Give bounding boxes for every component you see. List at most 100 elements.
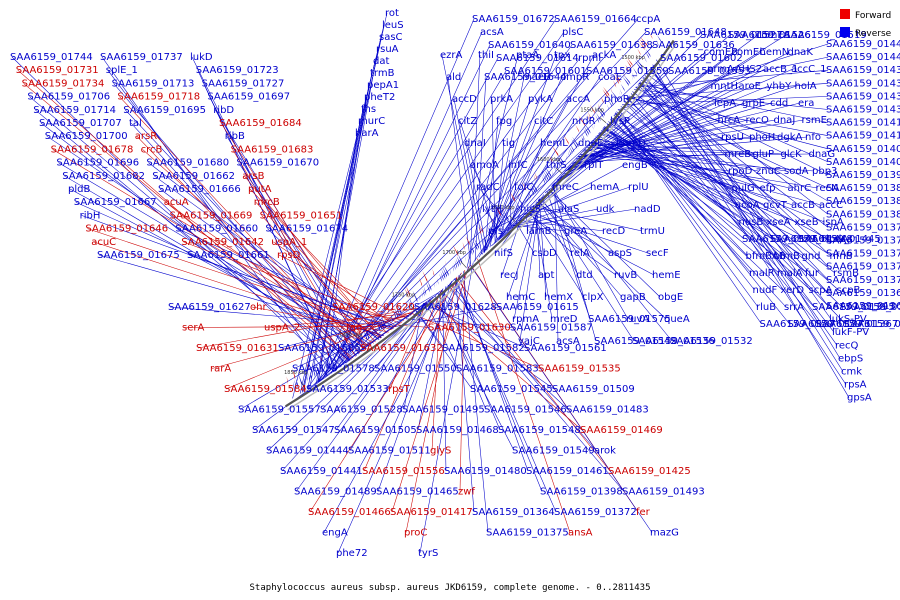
feature-label[interactable]: queA xyxy=(664,314,690,325)
feature-label[interactable]: SAA6159_01680 xyxy=(146,158,229,169)
feature-label[interactable]: scpA xyxy=(809,285,833,296)
feature-label[interactable]: SAA6159_01620 xyxy=(332,302,415,313)
feature-label[interactable]: SAA6159_01505 xyxy=(334,425,417,436)
feature-label[interactable]: comEC xyxy=(732,47,767,58)
feature-label[interactable]: SAA6159_01582 xyxy=(442,343,525,354)
feature-label[interactable]: SAA6159_01672 xyxy=(472,14,555,25)
feature-label[interactable]: SAA6159_01723 xyxy=(196,65,279,76)
feature-label[interactable]: SAA6159_01400 xyxy=(826,157,900,168)
feature-label[interactable]: phe72 xyxy=(336,548,368,559)
feature-label[interactable]: accB xyxy=(791,200,815,211)
feature-label[interactable]: SAA6159_01441 xyxy=(280,466,363,477)
feature-label[interactable]: SAA6159_01536 xyxy=(632,336,715,347)
feature-label[interactable]: SAA6159_01669 xyxy=(170,210,253,221)
feature-label[interactable]: SAA6159_01556 xyxy=(362,466,445,477)
feature-label[interactable]: SAA6159_01450 xyxy=(742,234,825,245)
feature-label[interactable]: gpsA xyxy=(847,393,872,404)
feature-label[interactable]: SAA6159_01382 xyxy=(826,209,900,220)
feature-label[interactable]: alaS xyxy=(558,204,579,215)
feature-label[interactable]: SAA6159_01509 xyxy=(552,384,635,395)
feature-label[interactable]: hisS xyxy=(520,204,541,215)
feature-label[interactable]: ribD xyxy=(213,105,234,116)
feature-label[interactable]: efp xyxy=(760,183,776,194)
feature-label[interactable]: dnaI xyxy=(464,138,486,149)
feature-label[interactable]: gcvT xyxy=(763,200,788,211)
feature-label[interactable]: pulG xyxy=(732,183,755,194)
feature-label[interactable]: accB_1 xyxy=(763,64,798,75)
feature-label[interactable]: nudF xyxy=(753,285,778,296)
feature-label[interactable]: SAA6159_01449 xyxy=(844,319,900,330)
feature-label[interactable]: tyrS xyxy=(418,548,438,559)
feature-label[interactable]: rpmA xyxy=(512,314,539,325)
feature-label[interactable]: aspS xyxy=(608,248,632,259)
feature-label[interactable]: SAA6159_01602 xyxy=(660,53,743,64)
feature-label[interactable]: SAA6159_01675 xyxy=(97,250,180,261)
feature-label[interactable]: SAA6159_01483 xyxy=(566,405,649,416)
feature-label[interactable]: SAA6159_01448 xyxy=(770,234,853,245)
feature-label[interactable]: SAA6159_01480 xyxy=(444,466,527,477)
feature-label[interactable]: murC xyxy=(358,116,385,127)
feature-label[interactable]: tig xyxy=(502,138,515,149)
feature-label[interactable]: grpE xyxy=(742,98,765,109)
feature-label[interactable]: SAA6159_01468 xyxy=(416,425,499,436)
feature-label[interactable]: rsmE xyxy=(802,115,827,126)
feature-label[interactable]: nrdR xyxy=(572,116,596,127)
feature-label[interactable]: xerD xyxy=(781,285,805,296)
feature-label[interactable]: hemD xyxy=(616,138,646,149)
feature-label[interactable]: thrS xyxy=(546,160,567,171)
feature-label[interactable]: nfo xyxy=(805,132,821,143)
feature-label[interactable]: citC xyxy=(534,116,553,127)
feature-label[interactable]: arsR xyxy=(135,131,157,142)
feature-label[interactable]: SAA6159_01666 xyxy=(158,184,241,195)
feature-label[interactable]: SAA6159_01364 xyxy=(472,507,555,518)
feature-label[interactable]: SAA6159_01578 xyxy=(292,364,375,375)
feature-label[interactable]: dat xyxy=(373,56,389,67)
feature-label[interactable]: SAA6159_01376 xyxy=(760,319,843,330)
feature-label[interactable]: SAA6159_01370 xyxy=(826,275,900,286)
feature-label[interactable]: bfmB xyxy=(774,251,801,262)
feature-label[interactable]: SAA6159_01397 xyxy=(826,170,900,181)
feature-label[interactable]: relA xyxy=(570,248,590,259)
feature-label[interactable]: nfnB xyxy=(830,251,853,262)
feature-label[interactable]: SAA6159_01547 xyxy=(252,425,335,436)
feature-label[interactable]: SAA6159_01374 xyxy=(826,249,900,260)
feature-label[interactable]: infC xyxy=(508,160,528,171)
feature-label[interactable]: SAA6159_01683 xyxy=(231,144,314,155)
feature-label[interactable]: acuA xyxy=(164,197,189,208)
feature-label[interactable]: nifS xyxy=(494,248,513,259)
feature-label[interactable]: apt xyxy=(538,270,554,281)
feature-label[interactable]: dnaJ xyxy=(774,115,796,126)
feature-label[interactable]: SAA6159_01493 xyxy=(622,487,705,498)
feature-label[interactable]: SAA6159_01734 xyxy=(22,78,105,89)
feature-label[interactable]: SAA6159_01371 xyxy=(826,262,900,273)
feature-label[interactable]: SAA6159_01731 xyxy=(16,65,99,76)
feature-label[interactable]: SAA6159_01511 xyxy=(348,446,431,457)
feature-label[interactable]: ansA xyxy=(568,528,593,539)
feature-label[interactable]: zwf xyxy=(458,487,475,498)
feature-label[interactable]: AHS2 xyxy=(735,64,762,75)
feature-label[interactable]: prmA xyxy=(707,64,734,75)
feature-label[interactable]: rplT xyxy=(584,160,604,171)
feature-label[interactable]: rpmI xyxy=(578,53,601,64)
feature-label[interactable]: phoR xyxy=(604,94,630,105)
feature-label[interactable]: dnaE xyxy=(578,138,603,149)
feature-label[interactable]: folC xyxy=(514,182,533,193)
feature-label[interactable]: rarA xyxy=(210,364,231,375)
feature-label[interactable]: rsmB xyxy=(833,268,859,279)
feature-label[interactable]: SAA6159_01384 xyxy=(826,196,900,207)
feature-label[interactable]: ald xyxy=(446,72,461,83)
feature-label[interactable]: SAA6159_01636 xyxy=(652,40,735,51)
feature-label[interactable]: accA xyxy=(566,94,590,105)
feature-label[interactable]: ribH xyxy=(80,210,101,221)
feature-label[interactable]: rot xyxy=(385,8,399,19)
feature-label[interactable]: acsA xyxy=(556,336,580,347)
feature-label[interactable]: glcK xyxy=(781,149,803,160)
feature-label[interactable]: SAA6159_01700 xyxy=(45,131,128,142)
feature-label[interactable]: arsB xyxy=(242,171,264,182)
feature-label[interactable]: engB xyxy=(622,160,648,171)
feature-label[interactable]: amoA xyxy=(470,160,499,171)
feature-label[interactable]: SAA6159_01644 xyxy=(484,72,567,83)
feature-label[interactable]: comEA xyxy=(756,30,791,41)
feature-label[interactable]: SAA6159_01695 xyxy=(123,105,206,116)
feature-label[interactable]: rluB xyxy=(756,302,776,313)
